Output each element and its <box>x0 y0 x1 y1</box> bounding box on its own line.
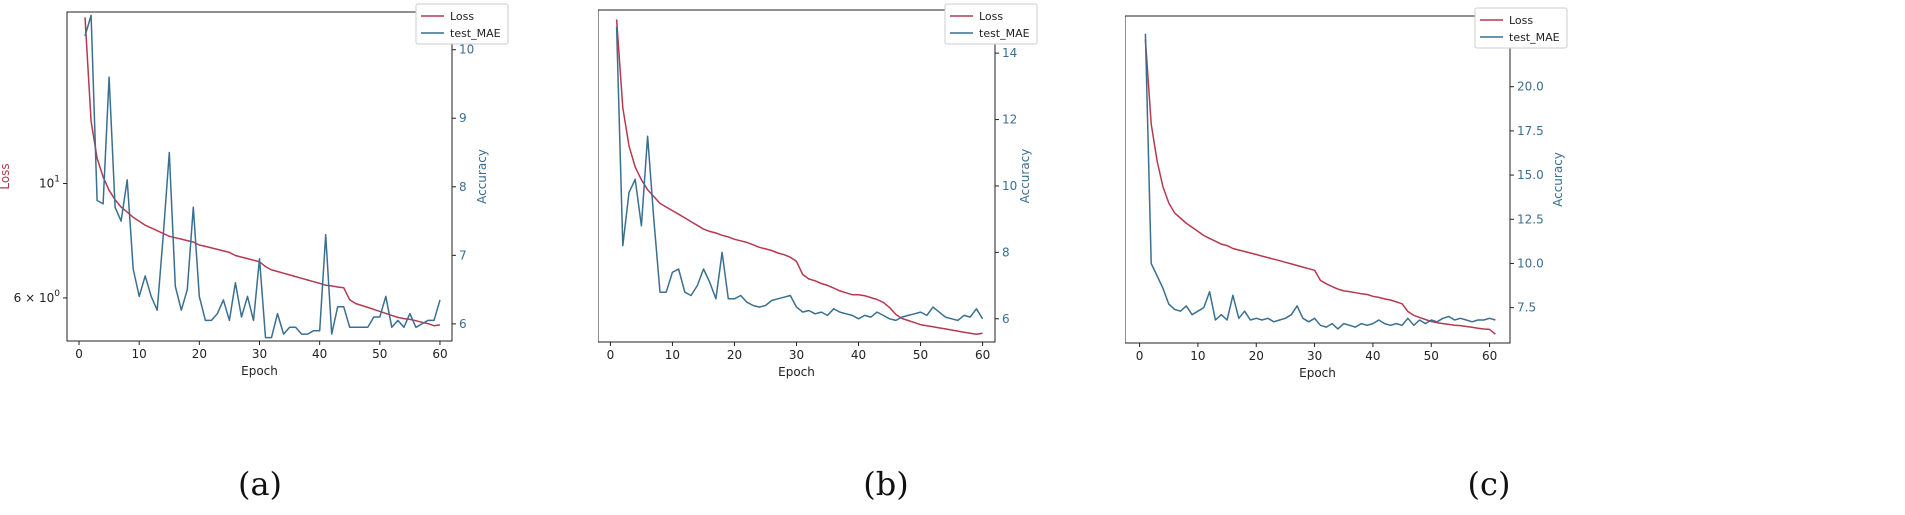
y-right-tick-label: 17.5 <box>1517 124 1544 138</box>
loss-line <box>1144 39 1496 335</box>
y-right-tick-label: 7 <box>459 248 467 262</box>
x-tick-label: 10 <box>132 347 147 361</box>
plot-frame <box>598 9 996 343</box>
x-tick-label: 40 <box>851 348 866 362</box>
test-mae-line <box>615 26 984 322</box>
chart-svg-a: 0 10 20 30 40 50 60 Epoch 101 6 × 100 Loss 6 7 8 9 10 Ac… <box>0 3 509 378</box>
y-right-tick-label: 6 <box>1002 312 1010 326</box>
x-tick-label: 0 <box>1136 349 1144 363</box>
x-tick-label: 60 <box>432 347 447 361</box>
chart-panel-c: 0102030405060Epoch2 × 1011016 × 100Loss7… <box>1125 0 1760 515</box>
test-mae-line <box>1144 33 1496 330</box>
legend-label: test_MAE <box>1509 31 1560 44</box>
legend-label: Loss <box>1509 14 1533 27</box>
plot-frame <box>66 11 453 342</box>
y-right-tick-label: 12.5 <box>1517 212 1544 226</box>
legend-label: test_MAE <box>979 27 1030 40</box>
loss-line <box>84 17 441 327</box>
chart-svg-c: 0102030405060Epoch2 × 1011016 × 100Loss7… <box>1125 7 1568 380</box>
x-tick-label: 20 <box>192 347 207 361</box>
y-right-tick-label: 10 <box>459 43 474 57</box>
legend-label: Loss <box>450 10 474 23</box>
caption-b: (b) <box>863 465 909 503</box>
legend-box <box>415 3 509 45</box>
x-axis-label: Epoch <box>778 365 815 379</box>
y-right-tick-label: 6 <box>459 317 467 331</box>
y-right-tick-label: 20.0 <box>1517 80 1544 94</box>
y-right-tick-label: 15.0 <box>1517 168 1544 182</box>
y-left-axis-label: Loss <box>0 163 12 189</box>
y-right-tick-label: 8 <box>459 180 467 194</box>
y-left-tick-label: 6 × 100 <box>14 289 61 305</box>
caption-a: (a) <box>237 465 283 503</box>
y-left-tick-label: 101 <box>39 174 60 190</box>
legend-box <box>1474 7 1568 49</box>
x-tick-label: 10 <box>1190 349 1205 363</box>
chart-group: 0 10 20 30 40 50 60 Epoch 101 6 × 100 Loss 6 7 8 9 10 Ac… <box>0 3 509 378</box>
x-tick-label: 40 <box>1365 349 1380 363</box>
x-tick-label: 20 <box>1249 349 1264 363</box>
x-tick-label: 20 <box>727 348 742 362</box>
x-tick-label: 0 <box>607 348 615 362</box>
y-right-axis-label: Accuracy <box>475 149 489 204</box>
x-axis-label: Epoch <box>241 364 278 378</box>
x-tick-label: 30 <box>1307 349 1322 363</box>
y-right-tick-label: 10 <box>1002 179 1017 193</box>
legend-label: test_MAE <box>450 27 501 40</box>
x-tick-label: 10 <box>665 348 680 362</box>
chart-panel-a: 0 10 20 30 40 50 60 Epoch 101 6 × 100 Loss 6 7 8 9 10 Ac… <box>0 0 610 515</box>
chart-group: 0102030405060Epoch2 × 1011016 × 100Loss7… <box>1125 7 1568 380</box>
x-tick-label: 30 <box>789 348 804 362</box>
legend-box <box>944 3 1038 45</box>
x-tick-label: 0 <box>75 347 83 361</box>
x-tick-label: 50 <box>372 347 387 361</box>
x-tick-label: 50 <box>913 348 928 362</box>
y-right-tick-label: 7.5 <box>1517 301 1536 315</box>
loss-line <box>615 19 983 336</box>
x-tick-label: 60 <box>975 348 990 362</box>
caption-c: (c) <box>1467 465 1511 503</box>
x-axis-label: Epoch <box>1299 366 1336 380</box>
y-right-axis-label: Accuracy <box>1018 149 1032 204</box>
x-tick-label: 60 <box>1482 349 1497 363</box>
y-right-tick-label: 10.0 <box>1517 256 1544 270</box>
y-right-tick-label: 8 <box>1002 245 1010 259</box>
y-right-axis-label: Accuracy <box>1551 152 1565 207</box>
y-right-tick-label: 9 <box>459 111 467 125</box>
x-tick-label: 30 <box>252 347 267 361</box>
y-right-tick-label: 14 <box>1002 46 1017 60</box>
plot-frame <box>1125 15 1511 344</box>
x-tick-label: 50 <box>1424 349 1439 363</box>
test-mae-line <box>84 14 441 339</box>
y-right-tick-label: 12 <box>1002 113 1017 127</box>
legend-label: Loss <box>979 10 1003 23</box>
x-tick-label: 40 <box>312 347 327 361</box>
